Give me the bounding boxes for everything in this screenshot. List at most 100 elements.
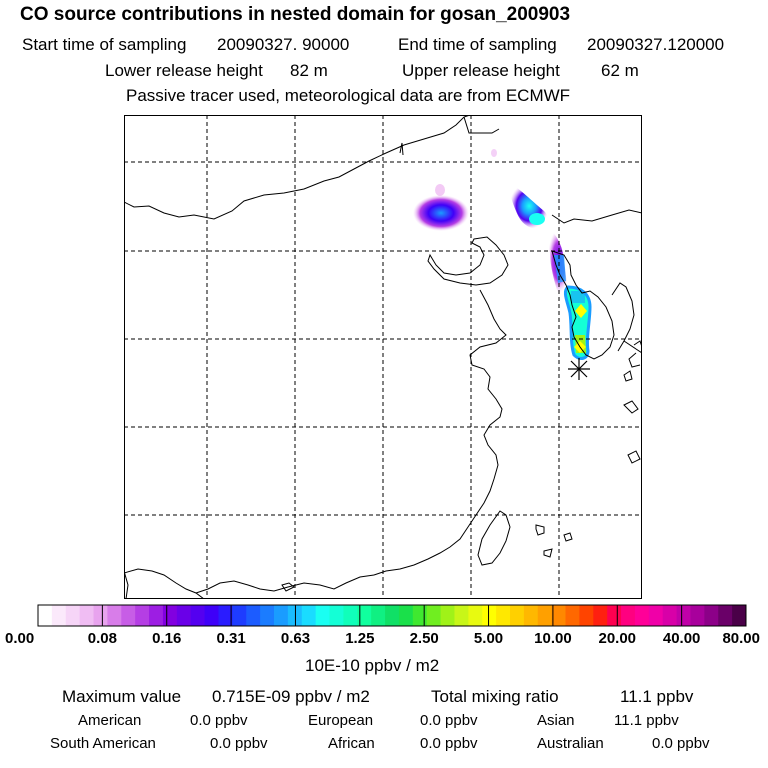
colorbar-swatch (690, 605, 705, 626)
colorbar-tick-label: 0.00 (5, 630, 35, 647)
colorbar-swatch (315, 605, 331, 626)
colorbar-swatch (454, 605, 469, 626)
colorbar-swatch (38, 605, 53, 626)
colorbar-frame (37, 604, 747, 627)
colorbar-tick-label: 0.08 (87, 630, 117, 647)
hotspot-diamond-north (575, 304, 587, 318)
colorbar-swatch (218, 605, 233, 626)
upper-release-value: 62 m (601, 61, 639, 80)
map-plot (124, 115, 642, 599)
colorbar-tick-label: 2.50 (409, 630, 439, 647)
african-value: 0.0 ppbv (420, 735, 478, 752)
asian-label: Asian (537, 712, 575, 729)
tracer-note: Passive tracer used, meteorological data… (126, 86, 571, 105)
northern-plume-west-tail (435, 184, 445, 196)
colorbar-tick-label: 40.00 (662, 630, 701, 647)
colorbar-swatch (51, 605, 67, 626)
colorbar-swatch (329, 605, 344, 626)
northern-plume-west (413, 195, 469, 231)
coastlines (124, 115, 642, 599)
colorbar-swatch (621, 605, 636, 626)
colorbar-tick-label: 0.16 (152, 630, 182, 647)
total-mixing-value: 11.1 ppbv (620, 687, 694, 706)
colorbar-unit-label: 10E-10 ppbv / m2 (305, 656, 440, 675)
max-value: 0.715E-09 ppbv / m2 (212, 687, 370, 706)
colorbar-tick-label: 0.63 (280, 630, 311, 647)
colorbar-swatch (468, 605, 483, 626)
total-mixing-label: Total mixing ratio (431, 687, 559, 706)
colorbar-swatch (537, 605, 553, 626)
colorbar-tick-label: 0.31 (216, 630, 246, 647)
south-american-label: South American (50, 735, 156, 752)
colorbar-swatch (65, 605, 81, 626)
colorbar-swatch (162, 605, 178, 626)
colorbar-swatch (496, 605, 511, 626)
colorbar-swatch (246, 605, 261, 626)
colorbar-swatch (398, 605, 414, 626)
colorbar-swatch (357, 605, 372, 626)
colorbar-swatch (593, 605, 608, 626)
asian-value: 11.1 ppbv (614, 712, 679, 729)
map-gridlines (124, 115, 642, 599)
south-american-value: 0.0 ppbv (210, 735, 268, 752)
lower-release-value: 82 m (290, 61, 328, 80)
colorbar-swatch (704, 605, 719, 626)
colorbar-tick-label: 80.00 (722, 630, 760, 647)
colorbar-swatch (232, 605, 247, 626)
colorbar-swatch (176, 605, 192, 626)
colorbar-swatch (676, 605, 691, 626)
european-value: 0.0 ppbv (420, 712, 478, 729)
colorbar-swatch (107, 605, 122, 626)
colorbar-swatch (607, 605, 622, 626)
colorbar-swatch (482, 605, 497, 626)
colorbar-swatch (565, 605, 580, 626)
colorbar-tick-label: 5.00 (473, 630, 504, 647)
colorbar-swatch (121, 605, 136, 626)
colorbar-swatch (301, 605, 317, 626)
colorbar-swatch (149, 605, 164, 626)
receptor-asterisk-icon (568, 358, 590, 380)
african-label: African (328, 735, 375, 752)
colorbar-swatch (662, 605, 678, 626)
lower-release-label: Lower release height (105, 61, 263, 80)
colorbar-swatch (648, 605, 664, 626)
start-time-label: Start time of sampling (22, 35, 187, 54)
american-value: 0.0 ppbv (190, 712, 248, 729)
colorbar-swatch (718, 605, 733, 626)
colorbar-swatch (732, 605, 747, 626)
northern-plume-east-core (529, 213, 545, 225)
end-time-label: End time of sampling (398, 35, 557, 54)
colorbar-swatch (385, 605, 400, 626)
colorbar (37, 604, 747, 627)
end-time-value: 20090327.120000 (587, 35, 725, 54)
colorbar-swatch (371, 605, 386, 626)
colorbar-swatch (412, 605, 428, 626)
colorbar-tick-label: 20.00 (598, 630, 637, 647)
colorbar-tick-label: 10.00 (534, 630, 572, 647)
colorbar-swatch (579, 605, 594, 626)
colorbar-swatch (510, 605, 525, 626)
colorbar-swatch (190, 605, 206, 626)
upper-release-label: Upper release height (402, 61, 560, 80)
colorbar-swatch (440, 605, 455, 626)
colorbar-swatch (274, 605, 289, 626)
colorbar-swatch (426, 605, 442, 626)
map-frame (124, 115, 642, 599)
colorbar-swatch (343, 605, 358, 626)
chart-title: CO source contributions in nested domain… (20, 4, 571, 25)
american-label: American (78, 712, 142, 729)
max-value-label: Maximum value (62, 687, 182, 706)
colorbar-tick-label: 1.25 (345, 630, 375, 647)
colorbar-swatch (93, 605, 108, 626)
colorbar-swatch (551, 605, 567, 626)
australian-label: Australian (537, 735, 604, 752)
australian-value: 0.0 ppbv (652, 735, 710, 752)
colorbar-swatch (523, 605, 539, 626)
colorbar-swatch (634, 605, 650, 626)
start-time-value: 20090327. 90000 (217, 35, 350, 54)
european-label: European (308, 712, 374, 729)
colorbar-swatch (204, 605, 219, 626)
colorbar-swatch (260, 605, 275, 626)
colorbar-swatch (79, 605, 95, 626)
colorbar-swatch (135, 605, 150, 626)
